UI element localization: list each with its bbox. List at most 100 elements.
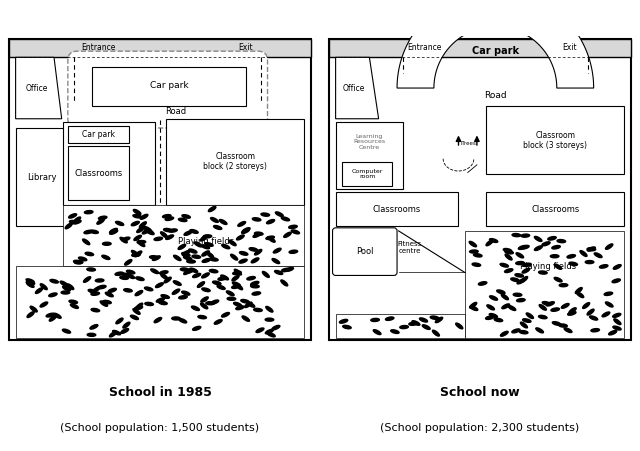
Ellipse shape [371,318,380,322]
Bar [68,126,129,143]
Ellipse shape [70,304,79,308]
Bar [342,162,392,186]
Ellipse shape [275,271,283,275]
Ellipse shape [106,292,113,297]
Ellipse shape [516,262,524,265]
Ellipse shape [221,275,228,280]
Ellipse shape [65,223,72,229]
Ellipse shape [136,303,143,309]
Ellipse shape [539,271,547,274]
Ellipse shape [517,279,525,284]
Ellipse shape [172,289,180,295]
Ellipse shape [390,330,399,333]
Ellipse shape [521,234,530,237]
Ellipse shape [202,245,209,249]
Bar [92,67,246,106]
Ellipse shape [207,252,214,258]
Ellipse shape [430,316,439,319]
Ellipse shape [266,306,273,312]
Text: Classrooms: Classrooms [373,205,421,214]
Ellipse shape [85,252,93,256]
Ellipse shape [268,237,275,242]
Ellipse shape [205,243,213,246]
Ellipse shape [134,251,142,257]
Ellipse shape [35,288,43,294]
Ellipse shape [261,213,269,216]
Ellipse shape [73,220,81,224]
Polygon shape [397,0,594,88]
Ellipse shape [469,241,477,247]
Ellipse shape [133,308,140,314]
Ellipse shape [67,284,74,290]
Ellipse shape [217,285,225,290]
Ellipse shape [178,244,186,249]
Ellipse shape [62,329,70,333]
Text: Car park: Car park [82,130,115,139]
Ellipse shape [134,306,143,310]
Ellipse shape [255,232,263,235]
Ellipse shape [542,302,550,305]
Ellipse shape [501,294,508,300]
Ellipse shape [547,302,554,306]
FancyBboxPatch shape [68,51,268,128]
Ellipse shape [536,328,543,333]
Ellipse shape [87,333,96,336]
Ellipse shape [230,254,237,260]
Ellipse shape [40,302,48,307]
Ellipse shape [63,286,70,291]
Ellipse shape [221,244,230,249]
Ellipse shape [69,221,78,224]
Ellipse shape [252,292,260,295]
Ellipse shape [385,317,394,320]
Ellipse shape [203,235,212,238]
Ellipse shape [526,313,534,318]
Ellipse shape [214,320,222,324]
Ellipse shape [159,271,168,274]
Ellipse shape [500,263,508,267]
Ellipse shape [131,250,139,256]
Ellipse shape [400,326,408,329]
Ellipse shape [49,315,56,321]
Ellipse shape [145,287,153,291]
Text: Road: Road [484,91,507,100]
Bar [15,266,305,338]
Ellipse shape [342,325,351,329]
Ellipse shape [122,237,130,241]
Bar [63,122,156,205]
Ellipse shape [190,230,198,233]
Ellipse shape [232,275,239,281]
Ellipse shape [109,230,118,235]
Ellipse shape [521,245,529,249]
Ellipse shape [515,274,524,277]
Ellipse shape [253,233,261,237]
Text: Classrooms: Classrooms [74,169,123,178]
Ellipse shape [534,246,542,250]
Ellipse shape [91,292,99,295]
Ellipse shape [518,245,527,249]
Bar [465,231,625,338]
Ellipse shape [151,269,159,274]
Text: Fitness
centre: Fitness centre [397,241,422,254]
Ellipse shape [202,288,210,292]
Ellipse shape [173,281,181,285]
Ellipse shape [49,293,57,297]
Ellipse shape [252,218,261,221]
Ellipse shape [604,292,612,295]
Ellipse shape [179,296,188,299]
Ellipse shape [613,326,621,330]
Ellipse shape [587,248,596,251]
Ellipse shape [559,324,567,327]
Ellipse shape [470,250,478,253]
Ellipse shape [267,332,275,337]
Ellipse shape [289,250,298,253]
Ellipse shape [486,316,494,319]
Ellipse shape [197,282,205,287]
Ellipse shape [548,237,556,240]
Ellipse shape [120,237,127,243]
Ellipse shape [234,269,241,275]
Ellipse shape [409,322,417,325]
Ellipse shape [244,302,252,308]
Ellipse shape [113,331,120,335]
Ellipse shape [142,229,150,234]
Ellipse shape [124,289,132,292]
